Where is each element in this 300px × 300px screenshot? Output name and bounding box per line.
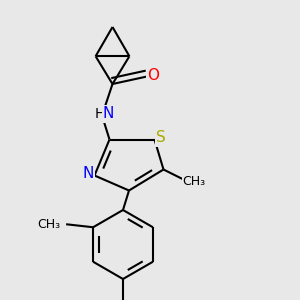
Text: N: N [82,167,94,182]
Text: CH₃: CH₃ [182,175,206,188]
Text: H: H [94,107,105,121]
Text: N: N [103,106,114,122]
Text: O: O [148,68,160,82]
Text: S: S [156,130,166,146]
Text: CH₃: CH₃ [38,218,61,231]
